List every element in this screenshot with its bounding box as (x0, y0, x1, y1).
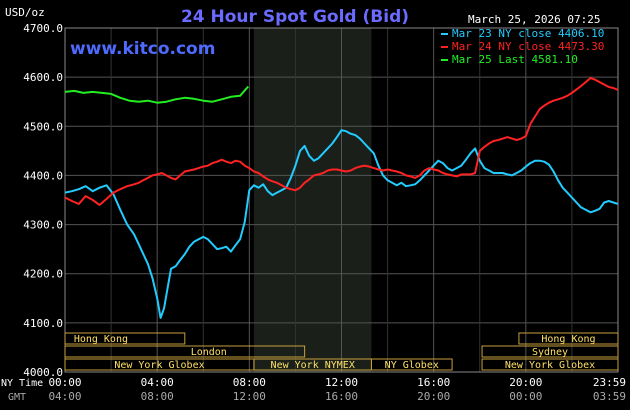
session-bar (518, 332, 619, 345)
y-tick-label: 4500.0 (23, 120, 63, 133)
x-tick-label-ny: 04:00 (141, 376, 174, 389)
session-label: Hong Kong (541, 334, 595, 345)
x-tick-label-ny: 20:00 (509, 376, 542, 389)
series-line-1 (64, 77, 619, 206)
y-tick-label: 4100.0 (23, 317, 63, 330)
legend-entry: Mar 25 Last 4581.10 (452, 53, 578, 66)
x-tick-label-ny: 08:00 (233, 376, 266, 389)
x-axis: NY TimeGMT00:0004:0004:0008:0008:0012:00… (1, 376, 626, 403)
y-tick-label: 4300.0 (23, 219, 63, 232)
session-label: New York NYMEX (271, 360, 355, 371)
series-line-0 (64, 129, 619, 319)
legend-swatch (441, 33, 448, 35)
series-line-2 (64, 85, 249, 104)
x-tick-label-gmt: 00:00 (509, 390, 542, 403)
session-bar (64, 332, 186, 345)
x-tick-label-gmt: 12:00 (233, 390, 266, 403)
y-tick-label: 4000.0 (23, 366, 63, 379)
x-tick-label-ny: 12:00 (325, 376, 358, 389)
legend-swatch (441, 59, 448, 61)
x-row-label-ny: NY Time (1, 378, 43, 389)
x-tick-label-gmt: 16:00 (325, 390, 358, 403)
x-tick-label-ny: 00:00 (48, 376, 81, 389)
y-axis: 4700.0 4600.0 4500.0 4400.0 4300.0 4200.0 4100… (23, 22, 63, 379)
session-label: New York Globex (505, 360, 595, 371)
grid-lines (64, 27, 619, 373)
market-sessions: Hong Kong London New York Globex New York N… (64, 332, 619, 371)
session-label: NY Globex (385, 360, 439, 371)
session-label: London (191, 347, 227, 358)
x-row-label-gmt: GMT (8, 392, 26, 403)
session-label: New York Globex (114, 360, 204, 371)
session-bar (481, 345, 619, 358)
session-bar (64, 345, 306, 358)
y-axis-unit-label: USD/oz (5, 6, 45, 19)
legend-entry: Mar 24 NY close 4473.30 (452, 40, 604, 53)
x-tick-label-gmt: 08:00 (141, 390, 174, 403)
legend-swatch (441, 46, 448, 48)
x-tick-label-gmt: 03:59 (593, 390, 626, 403)
nymex-session-highlight (253, 28, 372, 372)
y-tick-label: 4200.0 (23, 268, 63, 281)
session-label: Hong Kong (74, 334, 128, 345)
x-tick-label-gmt: 20:00 (417, 390, 450, 403)
y-tick-label: 4400.0 (23, 169, 63, 182)
x-tick-label-ny: 23:59 (593, 376, 626, 389)
chart-title: 24 Hour Spot Gold (Bid) (181, 7, 409, 27)
y-tick-label: 4700.0 (23, 22, 63, 35)
x-tick-label-gmt: 04:00 (48, 390, 81, 403)
series-lines (64, 77, 619, 319)
x-tick-label-ny: 16:00 (417, 376, 450, 389)
plot-frame (64, 27, 619, 373)
y-tick-label: 4600.0 (23, 71, 63, 84)
session-bar (370, 358, 453, 371)
session-bar (481, 358, 619, 371)
session-label: Sydney (532, 347, 568, 358)
chart-date-label: March 25, 2026 07:25 (468, 13, 600, 26)
watermark-url: www.kitco.com (70, 39, 215, 59)
legend-entry: Mar 23 NY close 4406.10 (452, 27, 604, 40)
